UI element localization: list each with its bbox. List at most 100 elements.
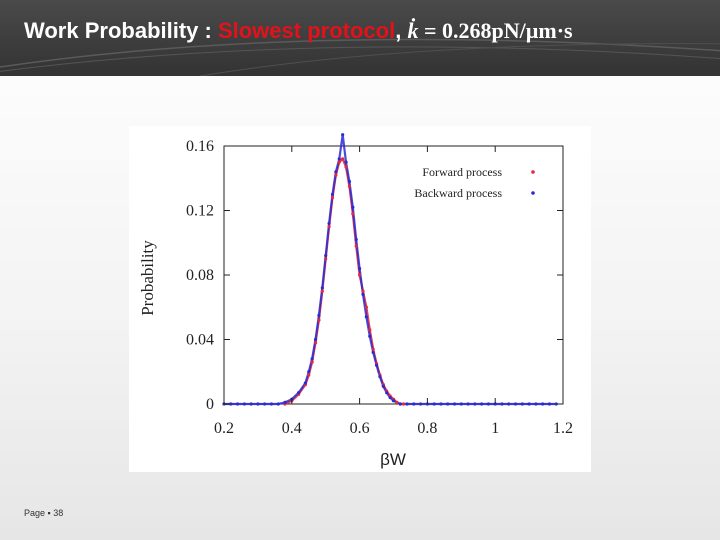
data-point-forward — [310, 360, 314, 364]
data-point-forward — [371, 347, 375, 351]
data-point-forward — [402, 402, 406, 406]
data-point-forward — [324, 257, 328, 261]
data-point-forward — [364, 305, 368, 309]
title-separator: , — [395, 18, 408, 43]
data-point-forward — [330, 196, 335, 200]
data-point-backward — [381, 384, 385, 388]
data-point-backward — [374, 363, 379, 367]
data-point-forward — [334, 173, 338, 177]
data-point-backward — [480, 402, 484, 406]
data-point-backward — [500, 402, 504, 406]
data-point-backward — [269, 402, 274, 406]
data-point-backward — [307, 370, 311, 374]
data-point-forward — [347, 184, 352, 188]
data-point-backward — [388, 395, 392, 400]
y-tick-label: 0 — [206, 396, 214, 413]
data-point-backward — [419, 402, 423, 406]
data-point-backward — [341, 133, 345, 137]
data-point-backward — [412, 402, 416, 406]
data-point-forward — [320, 289, 324, 293]
series-line-backward — [224, 133, 557, 406]
x-tick-label: 1 — [491, 420, 499, 437]
data-point-forward — [341, 157, 345, 161]
title-highlight: Slowest protocol — [217, 18, 396, 43]
data-point-backward — [351, 205, 355, 209]
data-point-backward — [439, 402, 443, 406]
data-point-backward — [361, 292, 365, 296]
data-point-forward — [354, 244, 358, 248]
data-point-backward — [459, 402, 463, 406]
data-point-backward — [313, 337, 318, 342]
data-point-forward — [395, 400, 399, 404]
slide-header: Work Probability : Slowest protocol, k̇ … — [0, 0, 720, 76]
data-point-forward — [337, 160, 341, 164]
data-point-forward — [368, 328, 372, 332]
legend-label-backward: Backward process — [414, 186, 502, 200]
data-point-backward — [507, 402, 511, 406]
data-point-forward — [351, 212, 355, 216]
data-point-backward — [296, 391, 301, 395]
data-point-backward — [432, 402, 436, 406]
data-point-backward — [303, 381, 307, 385]
title-math-symbol: k̇ — [407, 18, 419, 43]
data-point-backward — [320, 286, 324, 290]
data-point-backward — [473, 402, 477, 406]
data-point-backward — [466, 402, 470, 406]
data-point-backward — [446, 402, 450, 406]
data-point-backward — [283, 400, 287, 404]
data-point-backward — [513, 402, 518, 406]
plot-frame — [223, 145, 564, 405]
data-point-backward — [229, 402, 233, 406]
data-point-backward — [385, 391, 389, 395]
data-point-forward — [313, 341, 318, 345]
header-decoration — [0, 38, 720, 76]
y-tick-label: 0.16 — [186, 138, 214, 155]
data-point-backward — [405, 402, 409, 406]
data-point-backward — [391, 399, 396, 403]
data-point-forward — [317, 318, 321, 322]
data-point-backward — [344, 160, 348, 164]
data-point-backward — [368, 334, 372, 338]
data-point-backward — [317, 313, 321, 317]
data-point-backward — [263, 402, 267, 406]
data-point-backward — [310, 357, 314, 361]
y-axis-label: Probability — [138, 240, 157, 316]
data-point-backward — [554, 402, 558, 406]
title-math-rest: = 0.268pN/µm·s — [418, 18, 573, 43]
data-point-backward — [242, 402, 246, 406]
data-point-backward — [324, 254, 328, 258]
data-point-forward — [327, 225, 331, 229]
data-point-backward — [354, 237, 358, 242]
slide-title: Work Probability : Slowest protocol, k̇ … — [24, 18, 573, 44]
data-point-backward — [371, 350, 375, 354]
data-point-backward — [527, 402, 531, 406]
y-tick-label: 0.12 — [186, 203, 214, 220]
data-point-forward — [344, 165, 348, 169]
x-tick-label: 1.2 — [553, 420, 573, 437]
data-point-backward — [256, 402, 260, 406]
data-point-backward — [276, 402, 280, 406]
data-point-backward — [398, 402, 402, 406]
data-point-backward — [364, 315, 368, 319]
data-point-backward — [452, 402, 457, 406]
legend-label-forward: Forward process — [422, 165, 502, 179]
data-point-forward — [307, 373, 311, 377]
x-tick-label: 0.6 — [350, 420, 370, 437]
data-point-backward — [235, 402, 240, 406]
data-point-backward — [330, 192, 335, 196]
y-tick-label: 0.04 — [186, 332, 214, 349]
series-line-forward — [284, 157, 404, 406]
data-point-backward — [378, 374, 382, 379]
legend-marker-forward — [531, 170, 535, 174]
chart-container: 0.2 0.4 0.6 0.8 1 1.2 0 0.04 0.08 0.12 0.16 Forwar… — [129, 126, 591, 472]
probability-chart: 0.2 0.4 0.6 0.8 1 1.2 0 0.04 0.08 0.12 0.16 Forwar… — [138, 133, 573, 469]
x-tick-label: 0.8 — [417, 420, 437, 437]
data-point-backward — [486, 402, 491, 406]
data-point-forward — [358, 273, 362, 277]
data-point-forward — [361, 289, 365, 293]
title-prefix: Work Probability : — [24, 18, 218, 43]
data-point-backward — [337, 157, 341, 161]
data-point-backward — [358, 266, 362, 271]
data-point-backward — [347, 179, 352, 184]
data-point-backward — [541, 402, 545, 406]
